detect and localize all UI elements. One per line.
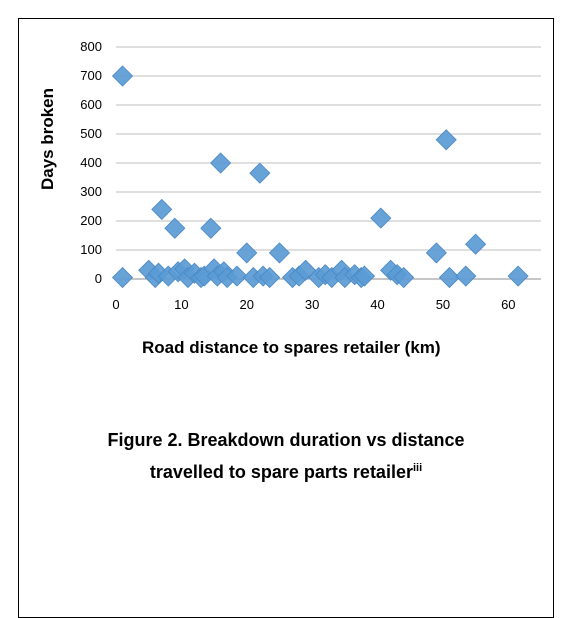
data-point bbox=[435, 129, 457, 151]
y-tick-label: 100 bbox=[80, 242, 102, 257]
y-tick-label: 800 bbox=[80, 39, 102, 54]
data-point bbox=[353, 265, 376, 287]
data-point bbox=[111, 266, 134, 289]
x-tick-label: 30 bbox=[305, 297, 319, 312]
caption-superscript: iii bbox=[412, 462, 423, 474]
x-axis-ticks: 0 10 20 30 40 50 60 bbox=[112, 297, 515, 312]
data-point bbox=[393, 266, 415, 289]
data-point bbox=[507, 265, 529, 287]
data-point bbox=[200, 217, 222, 239]
x-tick-label: 10 bbox=[174, 297, 188, 312]
y-tick-label: 400 bbox=[80, 155, 102, 170]
y-tick-label: 200 bbox=[80, 213, 102, 228]
data-point bbox=[164, 217, 186, 239]
y-axis-label: Days broken bbox=[38, 88, 57, 190]
y-tick-label: 0 bbox=[95, 271, 102, 286]
y-axis-ticks: 0 100 200 300 400 500 600 700 800 bbox=[80, 39, 102, 286]
data-points bbox=[111, 65, 529, 289]
data-point bbox=[438, 266, 461, 289]
x-tick-label: 50 bbox=[436, 297, 450, 312]
data-point bbox=[268, 242, 291, 264]
data-point bbox=[226, 265, 248, 287]
caption-line-1: Figure 2. Breakdown duration vs distance bbox=[107, 430, 465, 450]
y-tick-label: 300 bbox=[80, 184, 102, 199]
x-tick-label: 0 bbox=[112, 297, 119, 312]
data-point bbox=[111, 65, 134, 87]
data-point bbox=[249, 162, 271, 184]
x-tick-label: 40 bbox=[370, 297, 384, 312]
data-point bbox=[465, 233, 487, 255]
data-point bbox=[370, 207, 392, 229]
data-point bbox=[236, 242, 258, 264]
x-tick-label: 20 bbox=[240, 297, 254, 312]
y-tick-label: 600 bbox=[80, 97, 102, 112]
figure-caption: Figure 2. Breakdown duration vs distance… bbox=[18, 426, 554, 486]
x-tick-label: 60 bbox=[501, 297, 515, 312]
data-point bbox=[151, 198, 173, 220]
data-point bbox=[425, 242, 447, 264]
caption-line-2: travelled to spare parts retailer bbox=[149, 462, 413, 482]
x-axis-label: Road distance to spares retailer (km) bbox=[142, 338, 441, 357]
data-point bbox=[455, 265, 477, 287]
data-point bbox=[259, 266, 281, 289]
y-tick-label: 500 bbox=[80, 126, 102, 141]
y-tick-label: 700 bbox=[80, 68, 102, 83]
data-point bbox=[210, 152, 232, 174]
